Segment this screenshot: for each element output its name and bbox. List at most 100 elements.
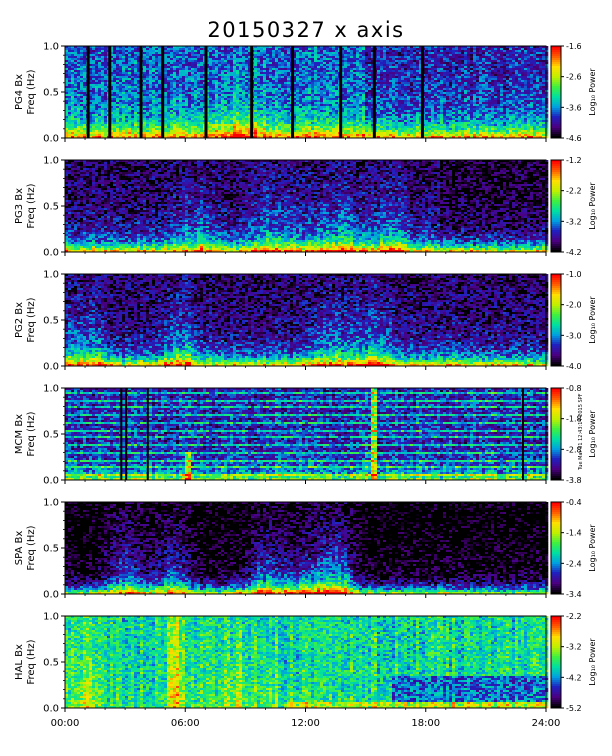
heatmap-cell [146,70,149,72]
heatmap-cell [152,50,155,52]
heatmap-cell [152,80,155,82]
heatmap-cell [101,60,104,62]
heatmap-cell [95,70,98,72]
heatmap-cell [134,70,137,72]
heatmap-cell [185,68,188,70]
heatmap-cell [182,110,185,112]
heatmap-cell [122,106,125,108]
heatmap-cell [74,110,77,112]
heatmap-cell [146,52,149,54]
heatmap-cell [167,76,170,78]
heatmap-cell [176,52,179,54]
heatmap-cell [167,66,170,68]
heatmap-cell [119,116,122,118]
heatmap-cell [83,126,86,128]
heatmap-cell [131,58,134,60]
heatmap-cell [155,134,158,136]
heatmap-cell [116,58,119,60]
heatmap-cell [158,60,161,62]
heatmap-cell [71,52,74,54]
heatmap-cell [149,104,152,106]
heatmap-cell [170,124,173,126]
heatmap-cell [176,48,179,50]
heatmap-cell [77,120,80,122]
heatmap-cell [170,94,173,96]
heatmap-cell [158,48,161,50]
heatmap-cell [74,122,77,124]
heatmap-cell [158,110,161,112]
heatmap-cell [158,58,161,60]
heatmap-cell [77,94,80,96]
heatmap-cell [182,122,185,124]
heatmap-cell [125,80,128,82]
heatmap-cell [182,130,185,132]
heatmap-cell [98,122,101,124]
heatmap-cell [155,74,158,76]
heatmap-cell [71,86,74,88]
heatmap-cell [185,54,188,56]
heatmap-cell [155,108,158,110]
heatmap-cell [95,124,98,126]
heatmap-cell [104,84,107,86]
heatmap-cell [149,114,152,116]
heatmap-cell [68,128,71,130]
heatmap-cell [74,112,77,114]
heatmap-cell [179,130,182,132]
heatmap-cell [191,92,194,94]
heatmap-cell [155,72,158,74]
heatmap-cell [173,54,176,56]
heatmap-cell [125,106,128,108]
heatmap-cell [185,114,188,116]
heatmap-cell [125,90,128,92]
heatmap-cell [185,82,188,84]
heatmap-cell [77,128,80,130]
heatmap-cell [83,72,86,74]
heatmap-cell [119,74,122,76]
heatmap-cell [74,106,77,108]
heatmap-cell [128,134,131,136]
heatmap-cell [98,98,101,100]
heatmap-cell [158,64,161,66]
heatmap-cell [164,86,167,88]
heatmap-cell [71,98,74,100]
heatmap-cell [176,118,179,120]
heatmap-cell [185,128,188,130]
heatmap-cell [152,110,155,112]
heatmap-cell [122,104,125,106]
heatmap-cell [128,102,131,104]
heatmap-cell [113,78,116,80]
heatmap-cell [83,118,86,120]
heatmap-cell [167,74,170,76]
heatmap-cell [176,126,179,128]
heatmap-cell [104,112,107,114]
heatmap-cell [122,90,125,92]
heatmap-cell [71,118,74,120]
heatmap-cell [131,54,134,56]
heatmap-cell [173,134,176,136]
heatmap-cell [164,70,167,72]
heatmap-cell [95,94,98,96]
heatmap-cell [152,102,155,104]
heatmap-cell [179,48,182,50]
heatmap-cell [167,68,170,70]
heatmap-cell [167,48,170,50]
heatmap-cell [95,52,98,54]
heatmap-cell [74,92,77,94]
heatmap-cell [158,80,161,82]
heatmap-cell [128,98,131,100]
heatmap-cell [152,118,155,120]
heatmap-cell [74,50,77,52]
heatmap-cell [77,54,80,56]
heatmap-cell [68,72,71,74]
heatmap-cell [119,80,122,82]
heatmap-cell [92,50,95,52]
heatmap-cell [179,84,182,86]
heatmap-cell [101,58,104,60]
heatmap-cell [143,56,146,58]
heatmap-cell [176,104,179,106]
heatmap-cell [134,112,137,114]
heatmap-cell [182,102,185,104]
heatmap-cell [131,122,134,124]
heatmap-cell [92,48,95,50]
heatmap-cell [182,92,185,94]
